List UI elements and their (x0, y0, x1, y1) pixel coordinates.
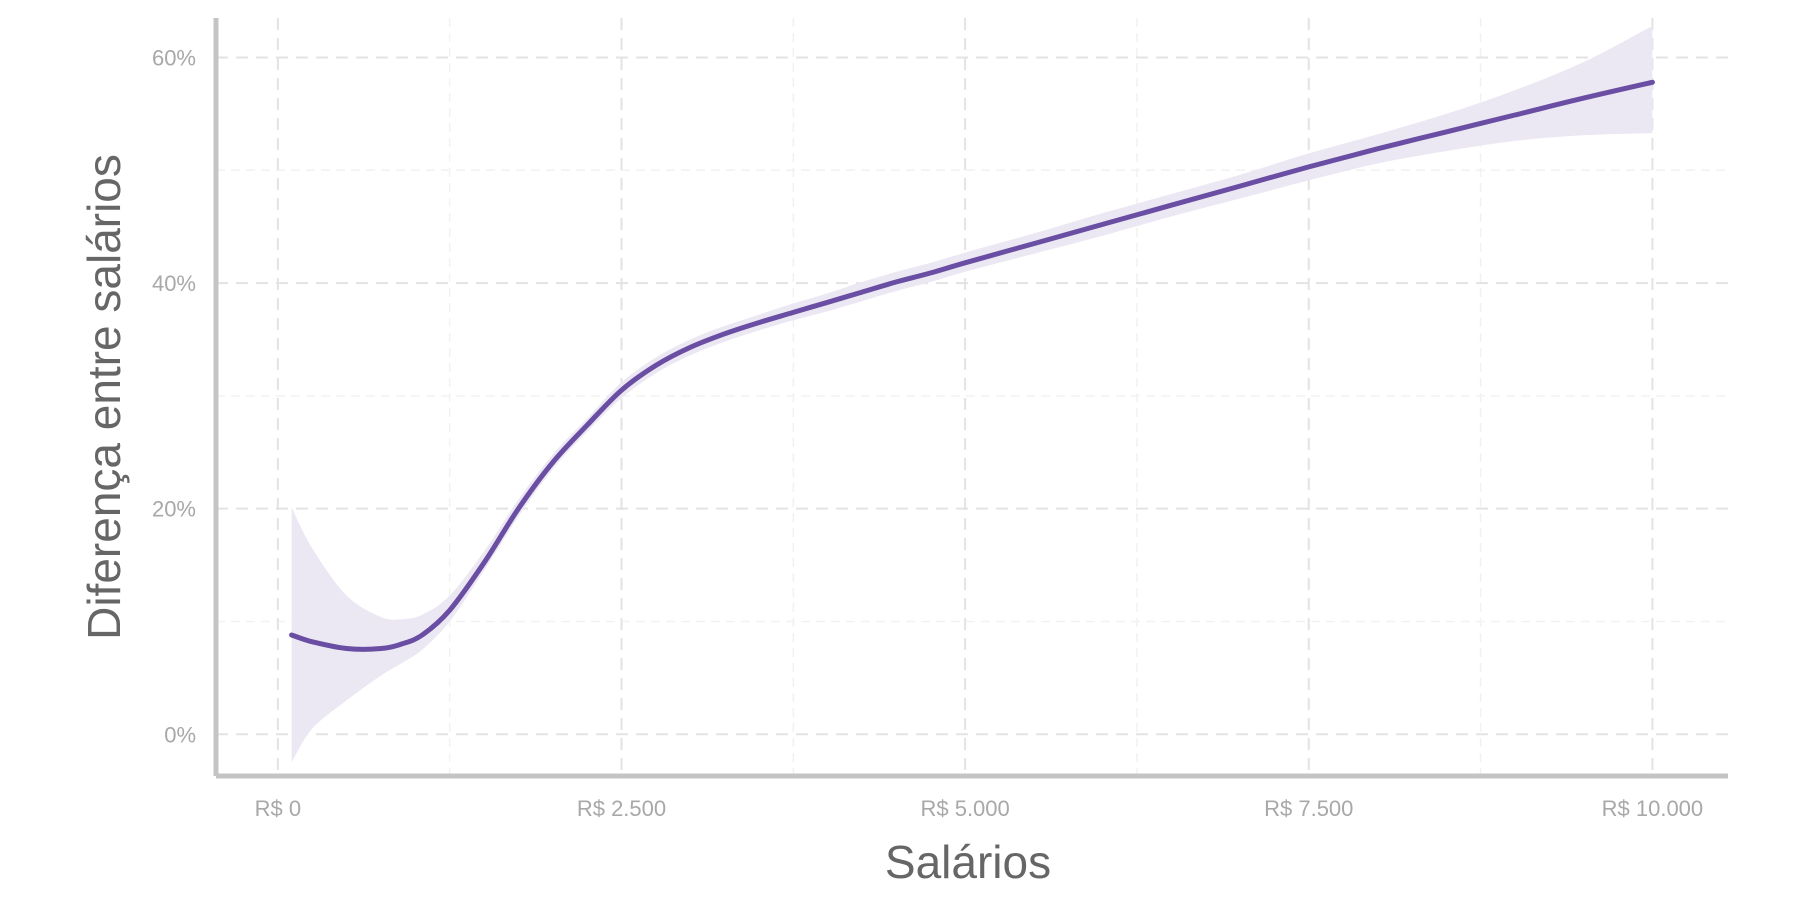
y-tick-label: 60% (152, 45, 196, 70)
y-tick-labels: 0% 20% 40% 60% (152, 45, 196, 747)
confidence-band-layer (291, 25, 1653, 763)
x-tick-labels: R$ 0 R$ 2.500 R$ 5.000 R$ 7.500 R$ 10.000 (255, 796, 1704, 821)
trend-line (289, 79, 1655, 652)
axes (213, 18, 1728, 779)
y-tick-label: 0% (164, 722, 196, 747)
y-tick-label: 20% (152, 497, 196, 522)
x-tick-label: R$ 5.000 (920, 796, 1009, 821)
confidence-band (291, 25, 1653, 763)
x-tick-label: R$ 10.000 (1602, 796, 1704, 821)
y-tick-label: 40% (152, 271, 196, 296)
x-tick-label: R$ 7.500 (1264, 796, 1353, 821)
major-gridlines (216, 18, 1728, 776)
trend-line-layer (289, 79, 1655, 652)
x-tick-label: R$ 0 (255, 796, 301, 821)
y-axis-title: Diferença entre salários (78, 154, 130, 640)
x-axis-title: Salários (885, 836, 1051, 888)
x-tick-label: R$ 2.500 (577, 796, 666, 821)
